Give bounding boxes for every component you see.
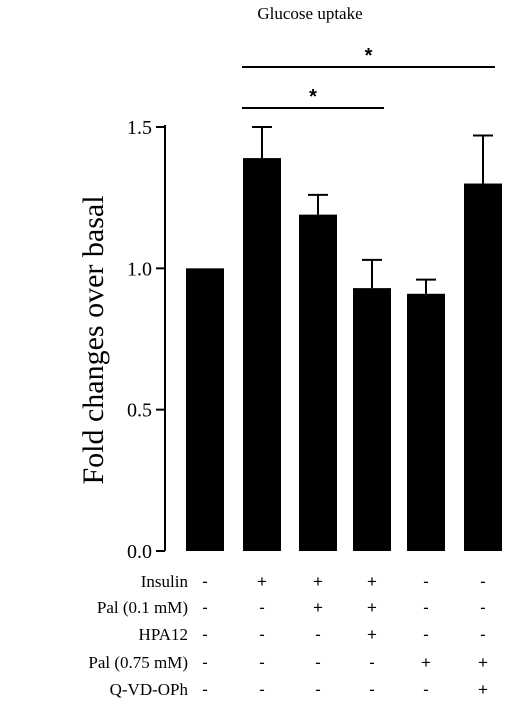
bar — [299, 214, 337, 552]
condition-sign: - — [259, 653, 265, 672]
condition-sign: - — [259, 680, 265, 699]
condition-sign: - — [202, 572, 208, 591]
y-axis-label: Fold changes over basal — [77, 195, 110, 484]
significance-star: * — [309, 86, 317, 108]
condition-sign: - — [423, 680, 429, 699]
condition-sign: + — [257, 572, 267, 591]
condition-label: Pal (0.1 mM) — [97, 598, 188, 617]
condition-sign: - — [423, 572, 429, 591]
condition-sign: - — [423, 625, 429, 644]
condition-sign: - — [315, 625, 321, 644]
condition-sign: - — [202, 653, 208, 672]
condition-sign: - — [480, 598, 486, 617]
condition-sign: - — [315, 680, 321, 699]
condition-label: HPA12 — [139, 625, 188, 644]
condition-label: Insulin — [141, 572, 189, 591]
condition-sign: + — [367, 572, 377, 591]
bar — [353, 288, 391, 551]
condition-sign: - — [315, 653, 321, 672]
condition-sign: - — [259, 598, 265, 617]
condition-sign: + — [421, 653, 431, 672]
y-tick-label: 0.5 — [127, 400, 152, 422]
y-tick-label: 1.5 — [127, 117, 152, 139]
significance-star: * — [365, 45, 373, 67]
plot-area: 0.00.51.01.5**Insulin - + + + - -Pal (0.1 mM) -… — [88, 45, 502, 699]
condition-label: Pal (0.75 mM) — [88, 653, 188, 672]
condition-label: Q-VD-OPh — [110, 680, 189, 699]
condition-sign: + — [367, 625, 377, 644]
condition-sign: + — [367, 598, 377, 617]
bar — [464, 183, 502, 552]
condition-sign: - — [423, 598, 429, 617]
condition-sign: + — [313, 598, 323, 617]
chart-title: Glucose uptake — [257, 4, 362, 23]
condition-sign: + — [478, 653, 488, 672]
condition-sign: - — [480, 625, 486, 644]
bar — [407, 293, 445, 551]
condition-sign: - — [259, 625, 265, 644]
condition-sign: + — [478, 680, 488, 699]
condition-sign: - — [369, 653, 375, 672]
y-tick-label: 1.0 — [127, 258, 152, 280]
condition-sign: - — [202, 680, 208, 699]
condition-sign: - — [202, 625, 208, 644]
bar — [243, 158, 281, 552]
condition-sign: - — [369, 680, 375, 699]
condition-sign: - — [480, 572, 486, 591]
bar — [186, 268, 224, 551]
y-tick-label: 0.0 — [127, 541, 152, 563]
condition-sign: + — [313, 572, 323, 591]
condition-sign: - — [202, 598, 208, 617]
